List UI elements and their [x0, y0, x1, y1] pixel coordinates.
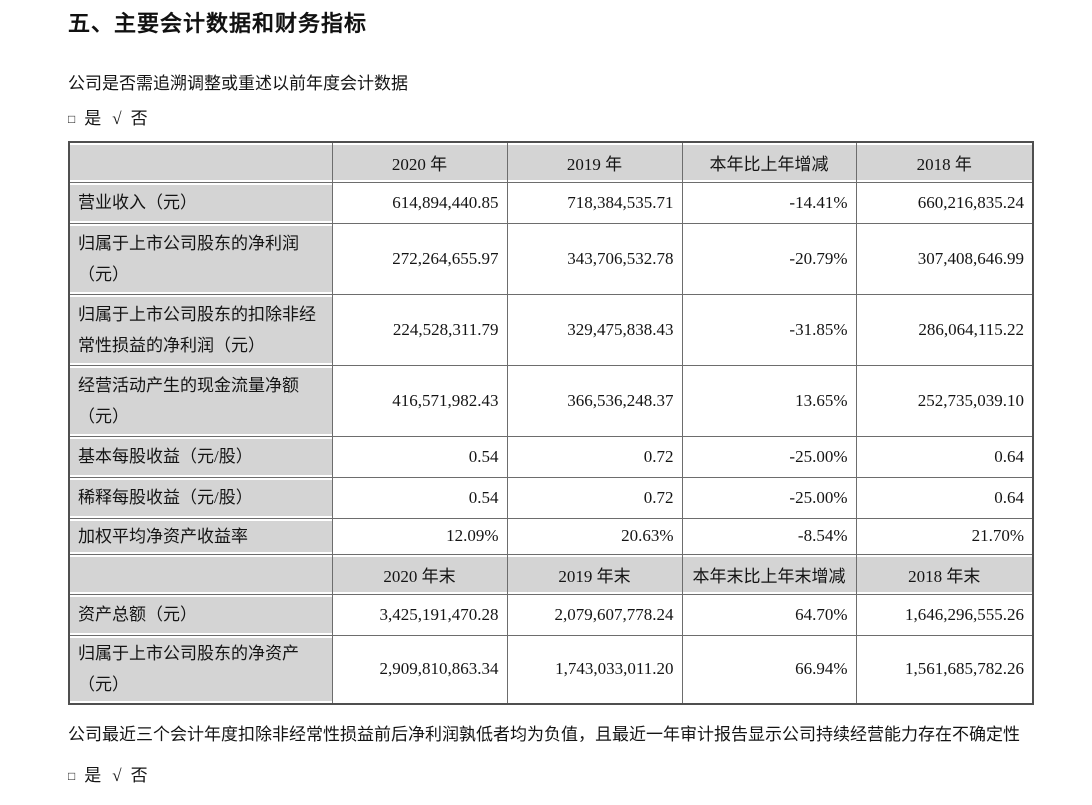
checkbox-unchecked-icon: □: [68, 769, 76, 783]
value-2020: 0.54: [331, 476, 508, 519]
value-2020: 0.54: [331, 435, 508, 478]
header-blank-cell: [68, 141, 333, 183]
value-change: -14.41%: [681, 181, 857, 224]
section-title: 五、主要会计数据和财务指标: [68, 11, 368, 36]
checkbox-unchecked-icon: □: [68, 112, 76, 126]
header-2020: 2020 年: [331, 141, 508, 183]
row-label: 营业收入（元）: [68, 181, 333, 224]
value-2020: 3,425,191,470.28: [331, 593, 508, 636]
value-2018: 252,735,039.10: [855, 364, 1034, 437]
value-change: -25.00%: [681, 435, 857, 478]
value-2018: 1,646,296,555.26: [855, 593, 1034, 636]
value-2018: 307,408,646.99: [855, 222, 1034, 295]
value-2019: 366,536,248.37: [506, 364, 683, 437]
header-yoy-end-change: 本年末比上年末增减: [681, 553, 857, 595]
table-row-basic-eps: 基本每股收益（元/股） 0.54 0.72 -25.00% 0.64: [68, 435, 1034, 478]
value-change: 64.70%: [681, 593, 857, 636]
value-2020: 416,571,982.43: [331, 364, 508, 437]
value-2019: 0.72: [506, 476, 683, 519]
value-2019: 1,743,033,011.20: [506, 634, 683, 705]
header-yoy-change: 本年比上年增减: [681, 141, 857, 183]
value-2020: 224,528,311.79: [331, 293, 508, 366]
value-2019: 2,079,607,778.24: [506, 593, 683, 636]
header-blank-cell: [68, 553, 333, 595]
table-row-revenue: 营业收入（元） 614,894,440.85 718,384,535.71 -1…: [68, 181, 1034, 224]
value-2020: 614,894,440.85: [331, 181, 508, 224]
value-change: -31.85%: [681, 293, 857, 366]
row-label: 经营活动产生的现金流量净额（元）: [68, 364, 333, 437]
value-change: 66.94%: [681, 634, 857, 705]
value-2020: 12.09%: [331, 517, 508, 555]
header-2018-end: 2018 年末: [855, 553, 1034, 595]
answer-yes-label: 是: [84, 766, 102, 785]
table-row-net-profit-excl-nonrecurring: 归属于上市公司股东的扣除非经常性损益的净利润（元） 224,528,311.79…: [68, 293, 1034, 366]
answer-line-restate: □ 是 √ 否: [68, 108, 1032, 129]
table-row-net-profit: 归属于上市公司股东的净利润（元） 272,264,655.97 343,706,…: [68, 222, 1034, 295]
value-2018: 0.64: [855, 476, 1034, 519]
value-2019: 20.63%: [506, 517, 683, 555]
value-change: 13.65%: [681, 364, 857, 437]
header-2019: 2019 年: [506, 141, 683, 183]
table-row-weighted-avg-roe: 加权平均净资产收益率 12.09% 20.63% -8.54% 21.70%: [68, 517, 1034, 555]
value-2019: 329,475,838.43: [506, 293, 683, 366]
row-label: 加权平均净资产收益率: [68, 517, 333, 555]
answer-line-going-concern: □ 是 √ 否: [68, 765, 1032, 786]
header-2020-end: 2020 年末: [331, 553, 508, 595]
row-label: 资产总额（元）: [68, 593, 333, 636]
value-change: -8.54%: [681, 517, 857, 555]
row-label: 归属于上市公司股东的扣除非经常性损益的净利润（元）: [68, 293, 333, 366]
checkmark-icon: √: [112, 766, 122, 785]
table-row-diluted-eps: 稀释每股收益（元/股） 0.54 0.72 -25.00% 0.64: [68, 476, 1034, 519]
row-label: 基本每股收益（元/股）: [68, 435, 333, 478]
value-2018: 286,064,115.22: [855, 293, 1034, 366]
value-2019: 718,384,535.71: [506, 181, 683, 224]
row-label: 稀释每股收益（元/股）: [68, 476, 333, 519]
table-row-operating-cash-flow: 经营活动产生的现金流量净额（元） 416,571,982.43 366,536,…: [68, 364, 1034, 437]
value-2018: 0.64: [855, 435, 1034, 478]
table-header-annual: 2020 年 2019 年 本年比上年增减 2018 年: [68, 141, 1034, 183]
header-2019-end: 2019 年末: [506, 553, 683, 595]
value-2019: 343,706,532.78: [506, 222, 683, 295]
value-2018: 21.70%: [855, 517, 1034, 555]
value-change: -20.79%: [681, 222, 857, 295]
header-2018: 2018 年: [855, 141, 1034, 183]
answer-no-label: 否: [130, 109, 148, 128]
answer-no-label: 否: [130, 766, 148, 785]
table-row-total-assets: 资产总额（元） 3,425,191,470.28 2,079,607,778.2…: [68, 593, 1034, 636]
table-row-net-assets: 归属于上市公司股东的净资产（元） 2,909,810,863.34 1,743,…: [68, 634, 1034, 705]
row-label: 归属于上市公司股东的净资产（元）: [68, 634, 333, 705]
document-page: 五、主要会计数据和财务指标 公司是否需追溯调整或重述以前年度会计数据 □ 是 √…: [68, 10, 1034, 786]
value-change: -25.00%: [681, 476, 857, 519]
row-label: 归属于上市公司股东的净利润（元）: [68, 222, 333, 295]
checkmark-icon: √: [112, 109, 122, 128]
question-going-concern: 公司最近三个会计年度扣除非经常性损益前后净利润孰低者均为负值，且最近一年审计报告…: [68, 725, 1020, 744]
value-2020: 2,909,810,863.34: [331, 634, 508, 705]
value-2018: 660,216,835.24: [855, 181, 1034, 224]
answer-yes-label: 是: [84, 109, 102, 128]
value-2018: 1,561,685,782.26: [855, 634, 1034, 705]
table-header-year-end: 2020 年末 2019 年末 本年末比上年末增减 2018 年末: [68, 553, 1034, 595]
financial-indicators-table: 2020 年 2019 年 本年比上年增减 2018 年 营业收入（元） 614…: [68, 141, 1034, 705]
value-2020: 272,264,655.97: [331, 222, 508, 295]
question-restate: 公司是否需追溯调整或重述以前年度会计数据: [68, 74, 408, 93]
value-2019: 0.72: [506, 435, 683, 478]
